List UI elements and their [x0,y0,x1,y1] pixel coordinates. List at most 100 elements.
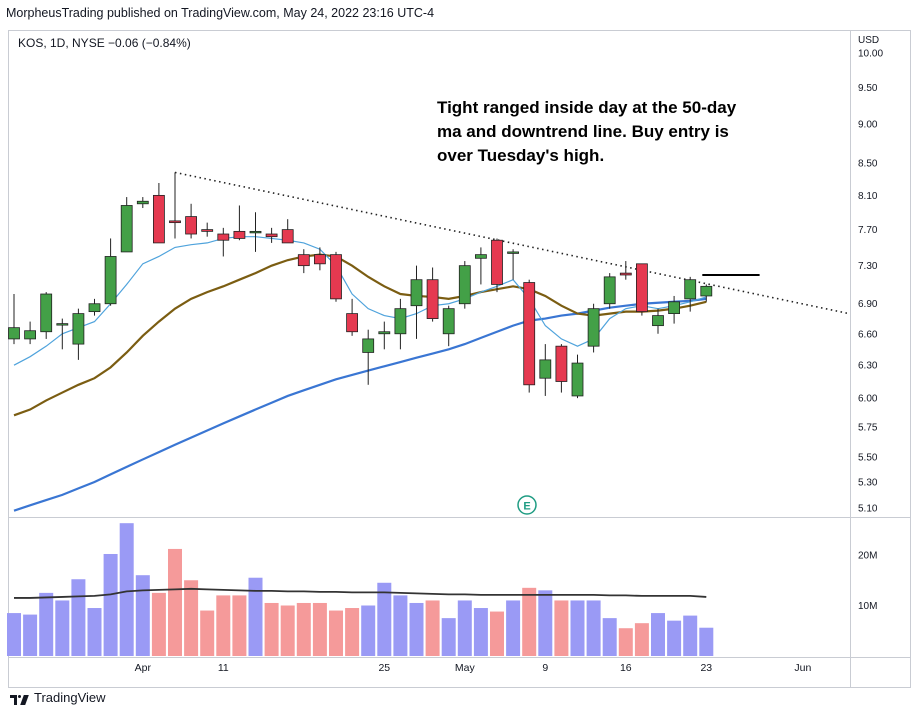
candle [313,247,326,271]
volume-bar [699,627,714,656]
candle [474,247,487,285]
volume-bar [184,580,199,656]
volume-bar [119,523,134,656]
candle-body [410,279,423,307]
candle-body [684,279,697,300]
candle-body [313,254,326,265]
price-tick-label: 6.90 [858,299,878,310]
volume-bar [538,590,553,656]
candle-body [426,279,439,319]
ma-mid-line [13,253,707,417]
candle [394,298,407,350]
candle-body [152,194,165,244]
earnings-marker[interactable]: E [517,495,537,515]
downtrend-line [174,171,850,315]
volume-bar [425,600,440,656]
volume-bar [586,600,601,656]
candle-body [265,233,278,238]
price-tick-label: 5.10 [858,504,878,515]
tradingview-logo-icon [10,691,29,705]
candle-body [201,229,214,232]
volume-bar [667,620,682,656]
volume-bar [377,582,392,656]
volume-bar [151,592,166,656]
volume-bar [634,623,649,656]
trade-annotation: Tight ranged inside day at the 50-day ma… [437,98,737,165]
candle [571,354,584,399]
volume-bar [345,608,360,656]
volume-bar [361,605,376,656]
volume-tick-label: 10M [858,601,877,612]
candle [249,212,262,252]
earnings-marker-bg [517,495,537,515]
volume-bar [280,605,295,656]
price-tick-label: 6.30 [858,361,878,372]
candle-body [346,313,359,333]
candle-body [491,239,503,285]
candle [8,294,20,345]
volume-bar [473,608,488,656]
publish-header: MorpheusTrading published on TradingView… [6,6,435,20]
volume-bar [55,600,70,656]
volume-bar [71,579,86,656]
candle [458,261,471,309]
candle [185,203,198,239]
candle [555,344,568,393]
volume-bar [296,602,311,656]
candle [684,276,697,312]
volume-bar [522,587,537,656]
candle-body [185,216,198,235]
volume-bar [506,600,521,656]
volume-bar [409,602,424,656]
price-tick-label: 10.00 [858,49,883,60]
candle-body [88,303,101,313]
price-axis-currency: USD [858,35,879,46]
candle-body [603,276,616,305]
volume-bar [490,611,504,656]
candle [330,251,342,302]
volume-bar [200,610,215,656]
price-pane [8,171,850,512]
candle-body [668,301,680,315]
volume-bar [441,618,456,656]
candle [587,303,600,353]
price-tick-label: 9.50 [858,83,878,94]
footer-brand-label: TradingView [34,690,106,705]
earnings-marker-label: E [523,501,530,513]
candle [233,205,246,241]
price-tick-label: 6.60 [858,329,878,340]
candle-body [636,263,648,313]
volume-bar [457,600,472,656]
volume-bar [570,600,585,656]
price-tick-label: 7.70 [858,225,878,236]
candle [378,321,391,350]
candle [346,298,359,336]
price-tick-label: 8.50 [858,158,878,169]
candle [636,263,648,316]
volume-bar [23,614,38,656]
candle [619,261,632,280]
candle [201,222,214,237]
candle-body [136,200,149,205]
volume-pane [7,523,714,656]
volume-bar [87,608,102,656]
time-tick-label: 11 [218,662,229,674]
time-tick-label: 25 [378,662,390,674]
candle [88,298,101,316]
candle-body [394,308,407,335]
volume-bar [554,600,569,656]
candle [281,219,294,244]
volume-bar [651,613,665,656]
time-tick-label: 9 [542,662,548,674]
candle [539,344,552,396]
candle-body [40,293,53,333]
volume-bar [618,628,633,656]
candle [507,249,520,280]
volume-bar [264,602,279,656]
candle-body [378,331,391,335]
time-tick-label: 16 [620,662,632,674]
candle [265,227,278,243]
candle-body [587,308,600,347]
candle-body [571,362,584,397]
